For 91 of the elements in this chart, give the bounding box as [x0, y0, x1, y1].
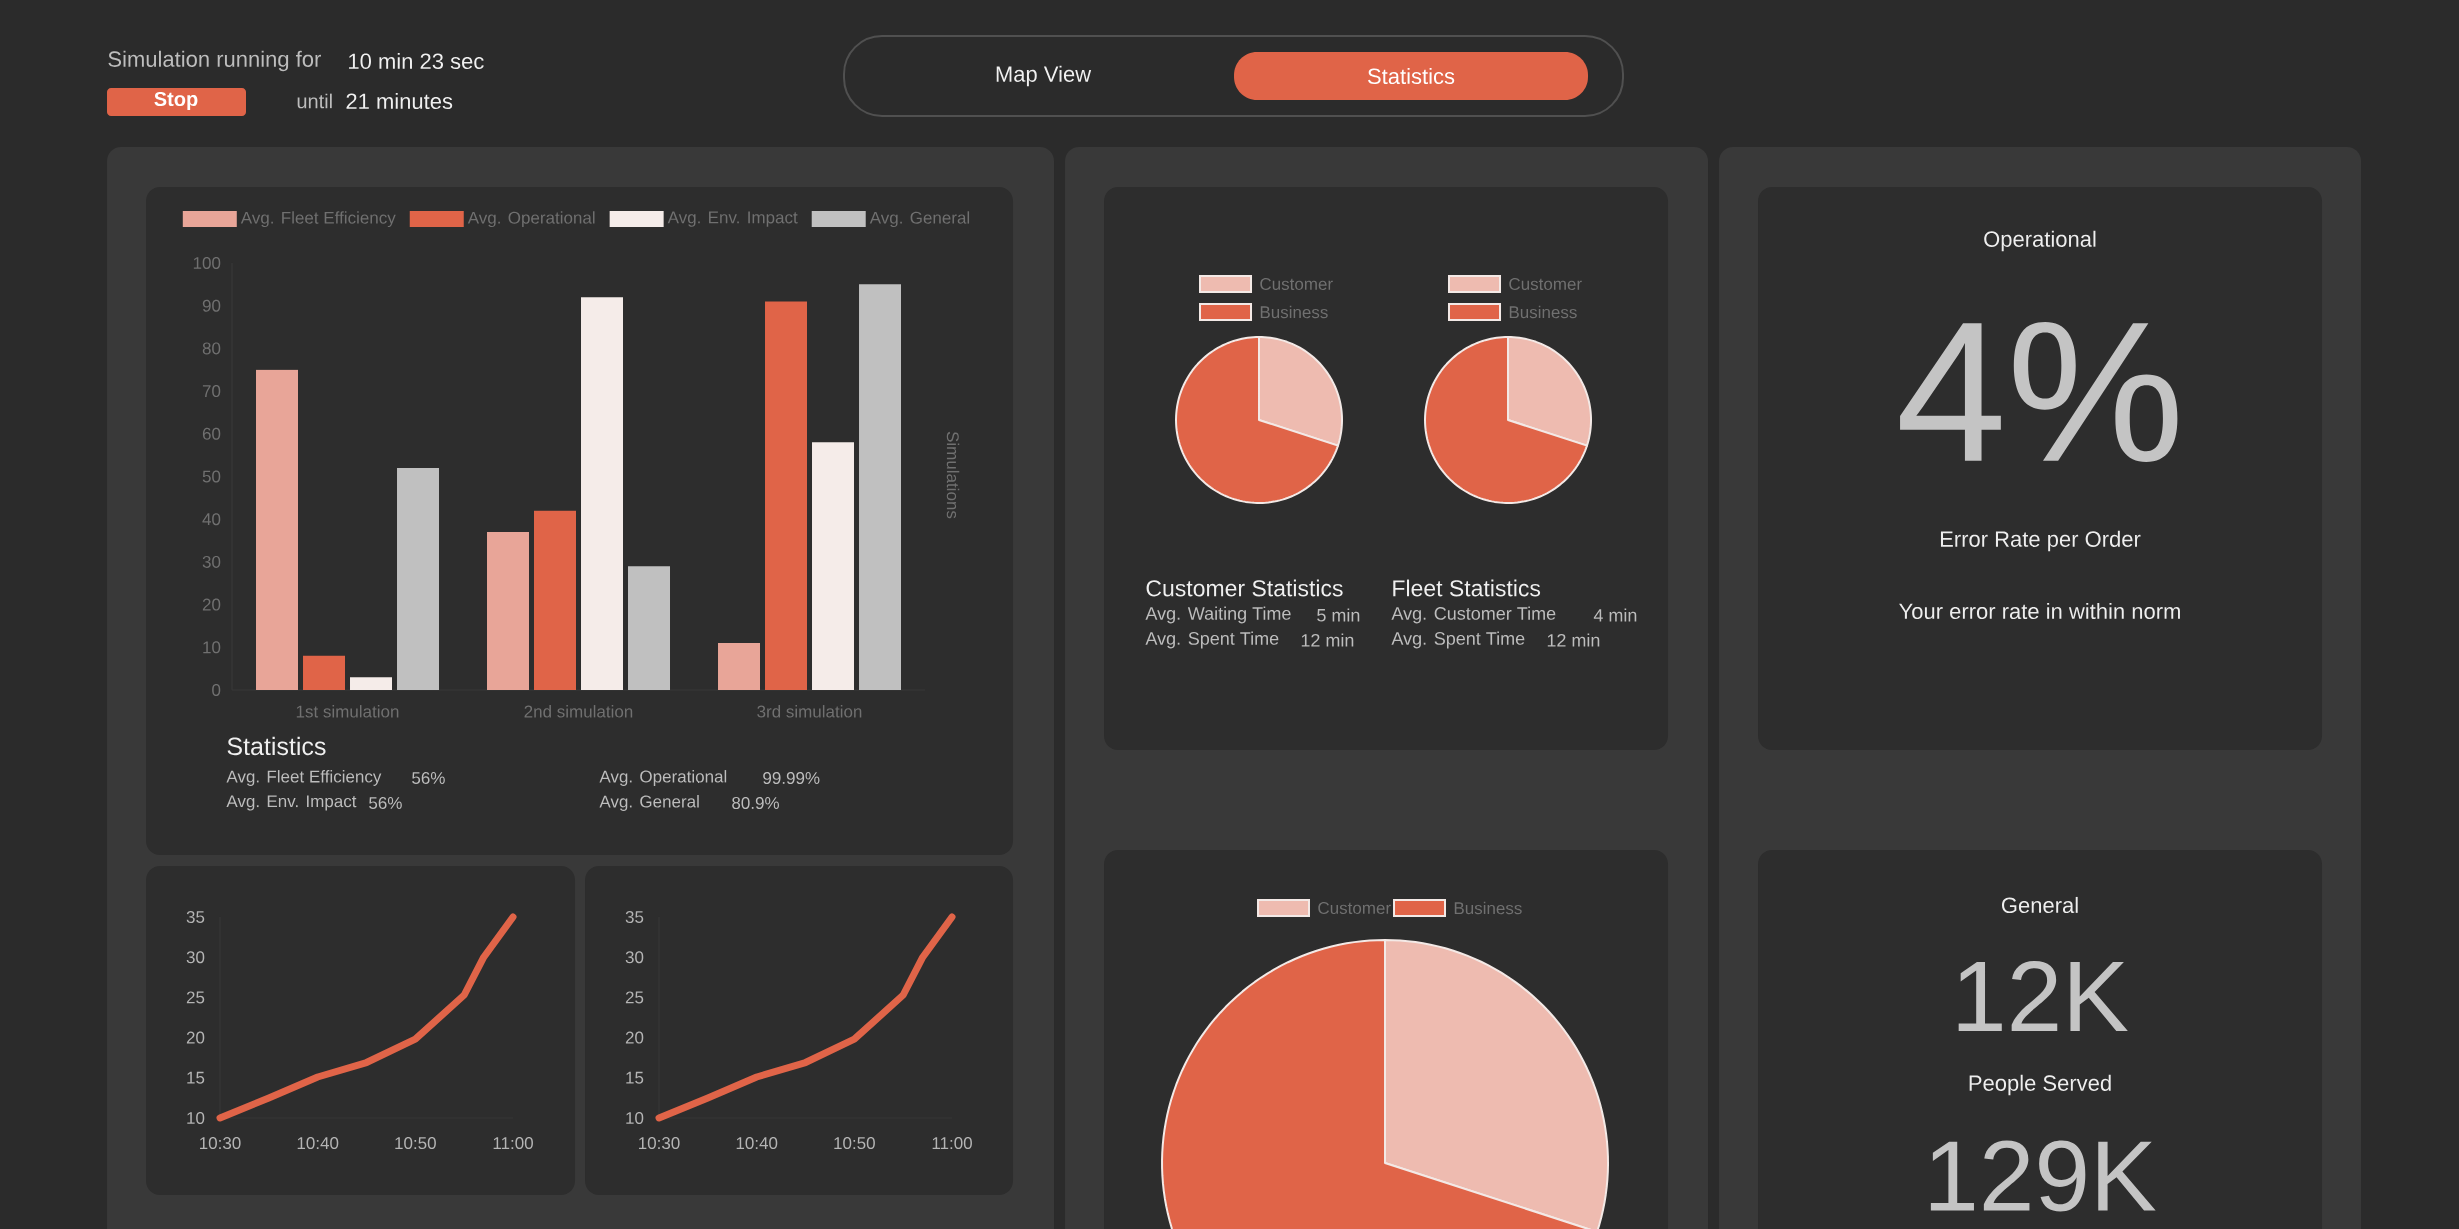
text: 4 min	[1593, 608, 1637, 622]
text: 21 minutes	[346, 92, 453, 110]
bar	[718, 643, 761, 690]
text: 12K	[1958, 961, 2128, 1031]
text: Avg. Operational	[599, 770, 727, 786]
text: 80.9%	[732, 796, 780, 810]
y-tick-label: 10	[626, 1112, 644, 1125]
y-tick-label: 30	[202, 555, 221, 568]
bar	[628, 566, 671, 690]
text: until	[297, 93, 332, 109]
text: People Served	[1969, 1074, 2111, 1096]
x-tick-label: 10:40	[297, 1137, 339, 1150]
y-tick-label: 25	[186, 991, 205, 1004]
text: Statistics	[227, 736, 326, 756]
text: Simulation running for	[108, 50, 321, 72]
text: Avg. Fleet Efficiency	[226, 770, 382, 786]
text: Operational	[1984, 230, 2096, 252]
legend-label: Customer	[1509, 277, 1582, 290]
y-tick-label: 30	[625, 951, 644, 964]
bar	[256, 369, 299, 690]
x-tick-label: 10:50	[395, 1137, 436, 1150]
x-tick-label: 10:30	[200, 1137, 241, 1150]
y-tick-label: 15	[187, 1071, 205, 1084]
legend-label: Avg. Fleet Efficiency	[240, 211, 396, 228]
bar	[397, 467, 440, 690]
y-tick-label: 60	[202, 427, 221, 440]
legend-label: Customer	[1260, 277, 1333, 290]
text: Avg. Spent Time	[1391, 631, 1525, 649]
legend-label: Avg. Env. Impact	[667, 211, 798, 227]
x-tick-label: 11:00	[493, 1137, 533, 1150]
text: Avg. General	[599, 795, 699, 811]
y-tick-label: 50	[202, 470, 221, 483]
x-tick-label: 10:50	[834, 1137, 875, 1150]
text: Error Rate per Order	[1940, 530, 2141, 552]
y-tick-label: 20	[186, 1031, 205, 1044]
bar	[765, 301, 808, 690]
text: Avg. Env. Impact	[226, 795, 357, 811]
legend-label: Avg. Operational	[467, 211, 595, 228]
y-tick-label: 10	[203, 641, 221, 654]
y-tick-label: 80	[202, 342, 221, 355]
text: 56%	[412, 771, 445, 785]
y-tick-label: 20	[625, 1031, 644, 1044]
bar	[581, 297, 624, 690]
text: 10 min 23 sec	[349, 52, 484, 70]
legend-label: Avg. General	[869, 211, 970, 228]
bar	[812, 442, 855, 690]
legend-label: Customer	[1318, 901, 1391, 915]
text: General	[2001, 896, 2078, 914]
bar	[303, 655, 346, 690]
y-tick-label: 70	[202, 385, 221, 398]
y-tick-label: 90	[202, 299, 221, 312]
y-tick-label: 100	[193, 256, 221, 270]
bar	[534, 510, 576, 690]
text: 12 min	[1301, 633, 1354, 647]
x-tick-label: 11:00	[932, 1137, 972, 1150]
y-tick-label: 10	[187, 1112, 205, 1125]
x-tick-label: 1st simulation	[296, 705, 399, 718]
bar	[350, 677, 393, 690]
text: 12 min	[1547, 633, 1600, 647]
text: Fleet Statistics	[1393, 579, 1541, 597]
y-tick-label: 15	[626, 1071, 644, 1084]
text: 56%	[369, 796, 402, 810]
y-tick-label: 35	[186, 911, 205, 924]
text: Map View	[996, 65, 1092, 87]
legend-label: Business	[1454, 901, 1522, 915]
x-tick-label: 3rd simulation	[757, 705, 862, 718]
text: 4%	[1900, 322, 2178, 462]
y-tick-label: 25	[625, 991, 644, 1004]
y-tick-label: 40	[202, 513, 221, 526]
text: Avg. Spent Time	[1145, 631, 1279, 649]
text: Avg. Waiting Time	[1145, 606, 1291, 624]
text: Avg. Customer Time	[1391, 606, 1556, 624]
legend-label: Business	[1260, 305, 1328, 319]
y-tick-label: 35	[625, 911, 644, 924]
text: Stop	[154, 91, 198, 111]
text: 5 min	[1317, 608, 1360, 622]
text: 129K	[1930, 1140, 2156, 1212]
x-tick-label: 10:40	[736, 1137, 778, 1150]
text: Statistics	[1368, 67, 1455, 85]
text: 99.99%	[763, 771, 820, 785]
y-tick-label: 30	[186, 951, 205, 964]
x-tick-label: 2nd simulation	[524, 705, 633, 718]
text: Your error rate in within norm	[1899, 602, 2180, 620]
x-tick-label: 10:30	[639, 1137, 680, 1150]
y-tick-label: 20	[202, 598, 221, 611]
bar	[487, 532, 530, 690]
legend-label: Business	[1509, 305, 1577, 319]
bar	[859, 284, 902, 690]
y-tick-label: 0	[212, 683, 221, 697]
y-axis-title: Simulations	[946, 431, 960, 519]
text: Customer Statistics	[1146, 579, 1343, 597]
